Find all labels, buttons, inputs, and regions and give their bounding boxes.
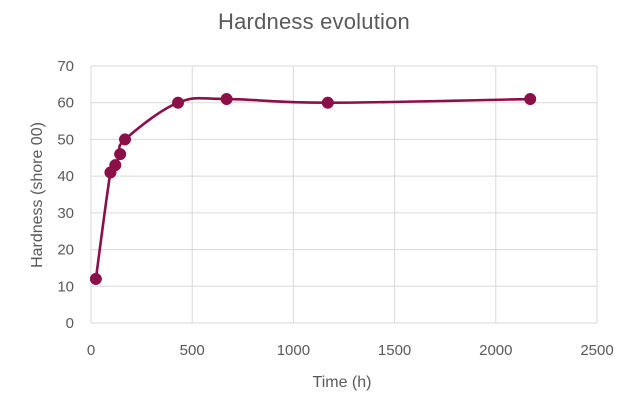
x-axis-label: Time (h) — [313, 374, 372, 391]
y-tick-label: 30 — [57, 205, 74, 222]
x-axis-ticks: 0 500 1000 1500 2000 2500 — [87, 342, 614, 359]
y-tick-label: 60 — [57, 95, 74, 112]
x-tick-label: 2000 — [479, 342, 512, 359]
data-point — [524, 92, 537, 106]
y-tick-label: 50 — [57, 131, 74, 148]
y-tick-label: 0 — [66, 315, 74, 332]
x-tick-label: 2500 — [580, 342, 613, 359]
x-tick-label: 500 — [180, 342, 205, 359]
x-tick-label: 1500 — [378, 342, 411, 359]
data-point — [89, 272, 102, 285]
y-tick-label: 40 — [57, 168, 74, 185]
plot-area — [90, 65, 598, 324]
y-tick-label: 10 — [57, 278, 74, 295]
data-point — [220, 92, 233, 106]
data-point — [171, 96, 185, 109]
y-axis-label: Hardness (shore 00) — [29, 122, 46, 268]
y-axis-ticks: 0 10 20 30 40 50 60 70 — [57, 58, 74, 332]
y-tick-label: 70 — [57, 58, 74, 75]
data-point — [321, 96, 334, 109]
data-point — [109, 159, 122, 172]
series-line — [94, 96, 532, 281]
grid-layer — [90, 65, 598, 324]
chart-title: Hardness evolution — [218, 9, 410, 34]
x-tick-label: 1000 — [277, 342, 310, 359]
x-tick-label: 0 — [87, 342, 95, 359]
data-point — [114, 148, 127, 161]
data-points — [89, 92, 537, 285]
y-tick-label: 20 — [57, 242, 74, 259]
data-point — [118, 133, 132, 146]
